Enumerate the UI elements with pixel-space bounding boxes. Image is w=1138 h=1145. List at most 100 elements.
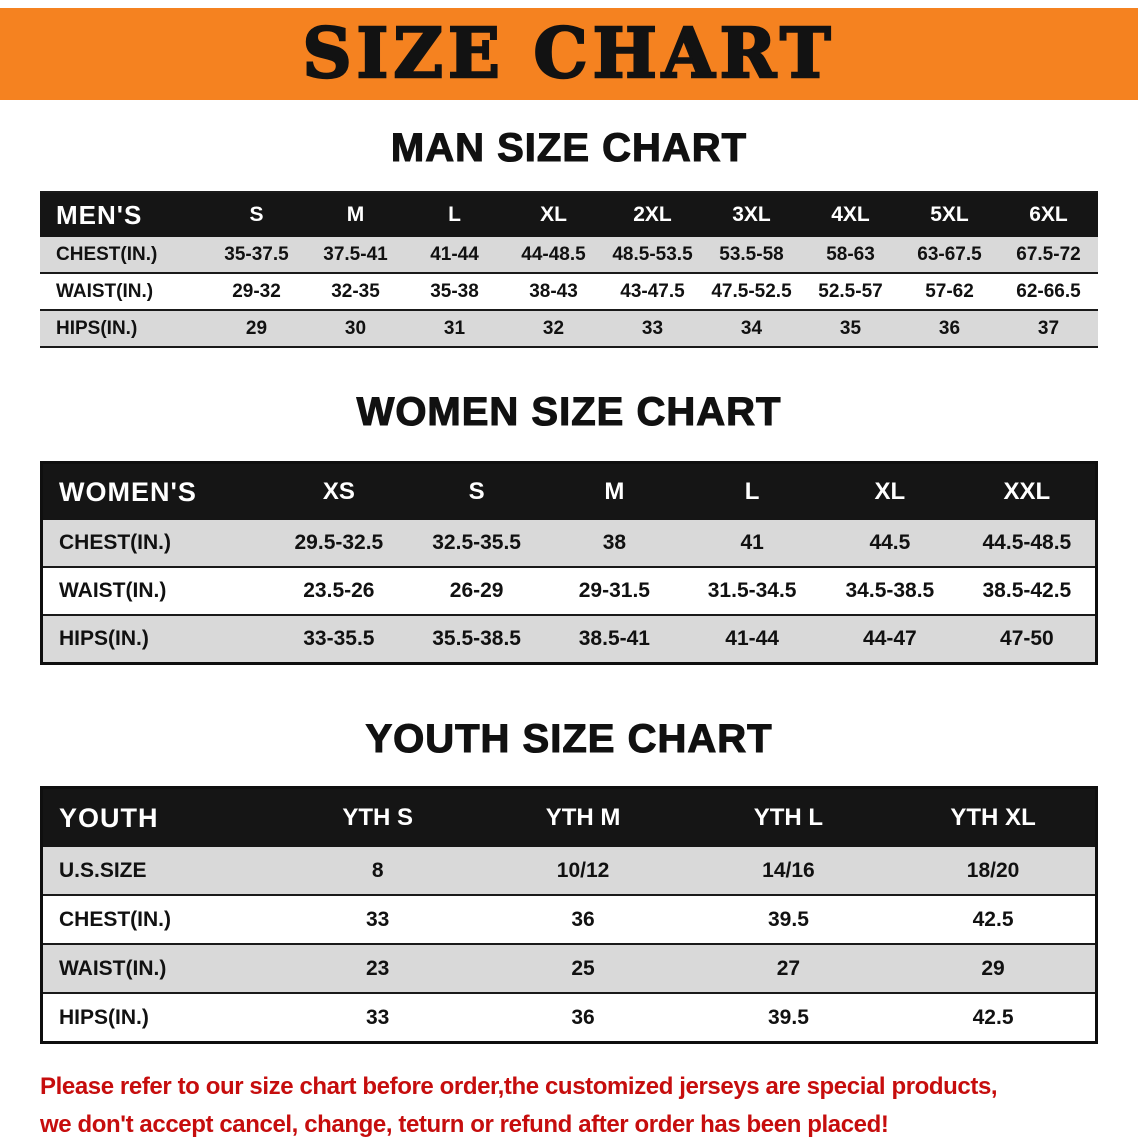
size-header-cell: XXL bbox=[958, 462, 1097, 520]
row-label-cell: WAIST(IN.) bbox=[41, 567, 270, 616]
youth-table-head: YOUTH YTH S YTH M YTH L YTH XL bbox=[41, 787, 1097, 847]
size-header-cell: L bbox=[405, 192, 504, 237]
value-cell: 38.5-42.5 bbox=[958, 567, 1097, 616]
value-cell: 62-66.5 bbox=[999, 273, 1098, 311]
size-header-cell: L bbox=[683, 462, 821, 520]
value-cell: 23.5-26 bbox=[270, 567, 408, 616]
table-row: WAIST(IN.) 23.5-26 26-29 29-31.5 31.5-34.5 34… bbox=[41, 567, 1097, 616]
table-title-cell: MEN'S bbox=[40, 192, 207, 237]
value-cell: 38.5-41 bbox=[545, 615, 684, 665]
value-cell: 33 bbox=[603, 310, 702, 348]
row-label-cell: CHEST(IN.) bbox=[40, 237, 207, 274]
value-cell: 30 bbox=[306, 310, 405, 348]
value-cell: 58-63 bbox=[801, 237, 900, 274]
value-cell: 32.5-35.5 bbox=[407, 520, 546, 568]
value-cell: 35-38 bbox=[405, 273, 504, 311]
value-cell: 32 bbox=[504, 310, 603, 348]
header-row: MEN'S S M L XL 2XL 3XL 4XL 5XL 6XL bbox=[40, 192, 1098, 237]
value-cell: 39.5 bbox=[685, 993, 892, 1044]
row-label-cell: CHEST(IN.) bbox=[41, 895, 275, 945]
value-cell: 35.5-38.5 bbox=[407, 615, 546, 665]
women-section-heading: WOMEN SIZE CHART bbox=[356, 389, 782, 434]
value-cell: 41-44 bbox=[683, 615, 821, 665]
value-cell: 37 bbox=[999, 310, 1098, 348]
row-label-cell: HIPS(IN.) bbox=[41, 615, 270, 665]
value-cell: 41 bbox=[683, 520, 821, 568]
value-cell: 18/20 bbox=[891, 847, 1097, 896]
youth-size-section: YOUTH SIZE CHART YOUTH YTH S YTH M YTH L YTH… bbox=[0, 716, 1138, 1044]
table-row: WAIST(IN.) 23 25 27 29 bbox=[41, 944, 1097, 994]
table-row: CHEST(IN.) 33 36 39.5 42.5 bbox=[41, 895, 1097, 945]
value-cell: 38-43 bbox=[504, 273, 603, 311]
row-label-cell: U.S.SIZE bbox=[41, 847, 275, 896]
value-cell: 38 bbox=[545, 520, 684, 568]
value-cell: 44.5 bbox=[821, 520, 959, 568]
table-row: HIPS(IN.) 33-35.5 35.5-38.5 38.5-41 41-44 44-… bbox=[41, 615, 1097, 665]
size-header-cell: XL bbox=[821, 462, 959, 520]
size-header-cell: XS bbox=[270, 462, 408, 520]
table-row: U.S.SIZE 8 10/12 14/16 18/20 bbox=[41, 847, 1097, 896]
value-cell: 57-62 bbox=[900, 273, 999, 311]
value-cell: 31.5-34.5 bbox=[683, 567, 821, 616]
value-cell: 39.5 bbox=[685, 895, 892, 945]
value-cell: 34.5-38.5 bbox=[821, 567, 959, 616]
table-row: CHEST(IN.) 29.5-32.5 32.5-35.5 38 41 44.5 44.5… bbox=[41, 520, 1097, 568]
value-cell: 29-32 bbox=[207, 273, 306, 311]
value-cell: 14/16 bbox=[685, 847, 892, 896]
header-row: YOUTH YTH S YTH M YTH L YTH XL bbox=[41, 787, 1097, 847]
size-header-cell: YTH L bbox=[685, 787, 892, 847]
value-cell: 67.5-72 bbox=[999, 237, 1098, 274]
value-cell: 35 bbox=[801, 310, 900, 348]
value-cell: 8 bbox=[275, 847, 481, 896]
women-table-head: WOMEN'S XS S M L XL XXL bbox=[41, 462, 1097, 520]
value-cell: 47.5-52.5 bbox=[702, 273, 801, 311]
value-cell: 33 bbox=[275, 895, 481, 945]
value-cell: 31 bbox=[405, 310, 504, 348]
row-label-cell: HIPS(IN.) bbox=[40, 310, 207, 348]
size-header-cell: YTH M bbox=[480, 787, 686, 847]
size-chart-banner: SIZE CHART bbox=[0, 8, 1138, 100]
value-cell: 44-47 bbox=[821, 615, 959, 665]
table-title-cell: YOUTH bbox=[41, 787, 275, 847]
size-header-cell: M bbox=[306, 192, 405, 237]
table-row: HIPS(IN.) 29 30 31 32 33 34 35 36 37 bbox=[40, 310, 1098, 348]
value-cell: 33 bbox=[275, 993, 481, 1044]
value-cell: 41-44 bbox=[405, 237, 504, 274]
value-cell: 43-47.5 bbox=[603, 273, 702, 311]
table-row: CHEST(IN.) 35-37.5 37.5-41 41-44 44-48.5 48.5… bbox=[40, 237, 1098, 274]
men-size-section: MAN SIZE CHART MEN'S S M L XL 2XL 3XL 4XL 5XL 6XL… bbox=[0, 125, 1138, 348]
value-cell: 27 bbox=[685, 944, 892, 994]
size-header-cell: XL bbox=[504, 192, 603, 237]
size-header-cell: 6XL bbox=[999, 192, 1098, 237]
value-cell: 42.5 bbox=[891, 895, 1097, 945]
women-size-table: WOMEN'S XS S M L XL XXL CHEST(IN.) 29.5-32.5 32.… bbox=[40, 461, 1098, 665]
row-label-cell: HIPS(IN.) bbox=[41, 993, 275, 1044]
men-table-head: MEN'S S M L XL 2XL 3XL 4XL 5XL 6XL bbox=[40, 192, 1098, 237]
value-cell: 44.5-48.5 bbox=[958, 520, 1097, 568]
row-label-cell: CHEST(IN.) bbox=[41, 520, 270, 568]
men-section-heading: MAN SIZE CHART bbox=[390, 125, 748, 170]
page-title: SIZE CHART bbox=[301, 14, 836, 94]
value-cell: 35-37.5 bbox=[207, 237, 306, 274]
men-table-body: CHEST(IN.) 35-37.5 37.5-41 41-44 44-48.5 48.5… bbox=[40, 237, 1098, 348]
note-line-2: we don't accept cancel, change, teturn o… bbox=[40, 1111, 889, 1139]
value-cell: 42.5 bbox=[891, 993, 1097, 1044]
value-cell: 47-50 bbox=[958, 615, 1097, 665]
value-cell: 63-67.5 bbox=[900, 237, 999, 274]
size-header-cell: S bbox=[207, 192, 306, 237]
value-cell: 53.5-58 bbox=[702, 237, 801, 274]
value-cell: 32-35 bbox=[306, 273, 405, 311]
size-header-cell: 3XL bbox=[702, 192, 801, 237]
value-cell: 29.5-32.5 bbox=[270, 520, 408, 568]
size-header-cell: YTH S bbox=[275, 787, 481, 847]
value-cell: 26-29 bbox=[407, 567, 546, 616]
size-header-cell: S bbox=[407, 462, 546, 520]
women-size-section: WOMEN SIZE CHART WOMEN'S XS S M L XL XXL CHEST… bbox=[0, 389, 1138, 665]
value-cell: 25 bbox=[480, 944, 686, 994]
size-header-cell: YTH XL bbox=[891, 787, 1097, 847]
value-cell: 48.5-53.5 bbox=[603, 237, 702, 274]
size-header-cell: 2XL bbox=[603, 192, 702, 237]
value-cell: 34 bbox=[702, 310, 801, 348]
value-cell: 29 bbox=[891, 944, 1097, 994]
women-table-body: CHEST(IN.) 29.5-32.5 32.5-35.5 38 41 44.5 44.5… bbox=[41, 520, 1097, 665]
